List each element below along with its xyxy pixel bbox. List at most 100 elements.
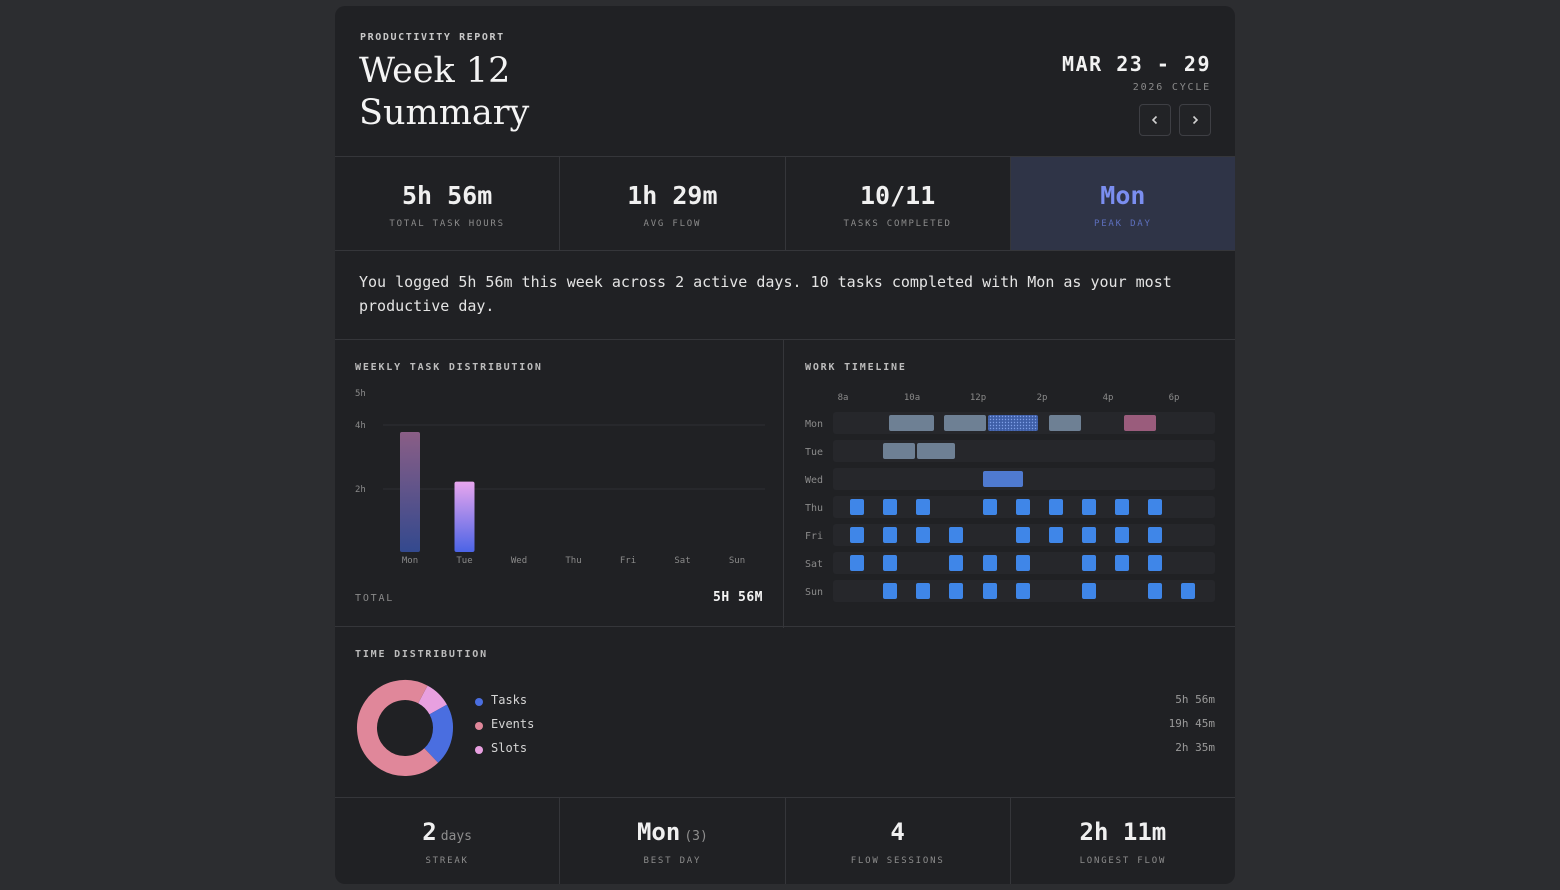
next-week-button[interactable] (1179, 104, 1211, 136)
hour-label: 2p (1037, 393, 1048, 403)
legend-dot (475, 722, 483, 730)
stat-label: BEST DAY (643, 856, 702, 866)
timeline-block (1049, 415, 1081, 431)
hour-label: 10a (904, 393, 920, 403)
distribution-legend: Tasks 5h 56m Events 19h 45m Slots 2h 35m (475, 691, 1215, 763)
timeline-row (833, 468, 1215, 490)
day-label: Thu (805, 503, 823, 514)
x-tick-label: Fri (620, 556, 636, 566)
stat-label: TASKS COMPLETED (843, 219, 952, 229)
previous-week-button[interactable] (1139, 104, 1171, 136)
stat-streak: 2 days STREAK (335, 798, 561, 884)
stat-number: 2 (422, 818, 437, 846)
timeline-session (983, 583, 997, 599)
timeline-session (949, 527, 963, 543)
hour-label: 8a (838, 393, 849, 403)
bottom-stats-row: 2 days STREAK Mon (3) BEST DAY 4 FLOW SESS… (335, 798, 1235, 884)
timeline-session (850, 555, 864, 571)
legend-item-slots: Slots 2h 35m (475, 739, 1215, 763)
day-label: Mon (805, 419, 823, 430)
summary-text: You logged 5h 56m this week across 2 act… (359, 273, 1172, 315)
cycle-label: 2026 CYCLE (1132, 82, 1211, 93)
bar-tue (454, 481, 475, 552)
y-tick-label: 2h (355, 485, 366, 495)
timeline-block (988, 415, 1038, 431)
timeline-session (949, 583, 963, 599)
stat-value: 10/11 (859, 181, 936, 210)
report-card: PRODUCTIVITY REPORT Week 12 Summary MAR … (335, 6, 1235, 884)
timeline-block (889, 415, 934, 431)
timeline-session (1115, 555, 1129, 571)
report-header: PRODUCTIVITY REPORT Week 12 Summary MAR … (335, 6, 1235, 156)
stat-avg-flow: 1h 29m AVG FLOW (560, 157, 786, 250)
legend-dot (475, 746, 483, 754)
legend-dot (475, 698, 483, 706)
time-distribution-donut (357, 680, 453, 776)
timeline-session (850, 527, 864, 543)
legend-name: Events (491, 717, 535, 731)
donut-slice-tasks (423, 704, 453, 763)
stat-value: 1h 29m (627, 181, 718, 210)
stat-unit: (3) (684, 829, 708, 844)
stat-unit: days (440, 829, 472, 844)
stat-tasks-completed: 10/11 TASKS COMPLETED (786, 157, 1011, 250)
legend-item-events: Events 19h 45m (475, 715, 1215, 739)
legend-item-tasks: Tasks 5h 56m (475, 691, 1215, 715)
stat-value: 2 days (335, 818, 559, 846)
timeline-session (883, 527, 897, 543)
stat-value: 5h 56m (401, 181, 493, 210)
timeline-session (916, 583, 930, 599)
timeline-session (983, 555, 997, 571)
y-tick-label: 5h (355, 389, 366, 399)
timeline-session (1049, 527, 1063, 543)
time-distribution-title: TIME DISTRIBUTION (355, 649, 488, 660)
timeline-session (1016, 527, 1030, 543)
time-distribution-section: TIME DISTRIBUTION Tasks 5h 56m Events 19… (335, 627, 1235, 798)
stat-label: TOTAL TASK HOURS (389, 219, 505, 229)
stat-total-task-hours: 5h 56m TOTAL TASK HOURS (335, 157, 561, 250)
page-title: Week 12 Summary (359, 51, 530, 133)
donut-slice-events (357, 680, 439, 776)
total-label: TOTAL (355, 593, 395, 604)
timeline-block (1124, 415, 1156, 431)
hour-label: 12p (970, 393, 986, 403)
timeline-session (883, 555, 897, 571)
legend-name: Slots (491, 741, 528, 755)
stat-value: 2h 11m (1011, 818, 1235, 846)
day-label: Sun (805, 587, 823, 598)
timeline-session (1181, 583, 1195, 599)
x-tick-label: Thu (565, 556, 581, 566)
weekly-distribution-panel: WEEKLY TASK DISTRIBUTION 5h 4h 2h Mon Tue Wed… (335, 340, 784, 628)
stat-value: Mon (1100, 181, 1146, 210)
timeline-block (944, 415, 986, 431)
timeline-session (1016, 555, 1030, 571)
timeline-session (1148, 583, 1162, 599)
timeline-session (916, 527, 930, 543)
timeline-session (949, 555, 963, 571)
stat-flow-sessions: 4 FLOW SESSIONS (786, 798, 1011, 884)
stat-value: 4 (786, 818, 1010, 846)
day-label: Tue (805, 447, 823, 458)
x-tick-label: Sat (674, 556, 690, 566)
day-label: Fri (805, 531, 823, 542)
weekly-bar-chart: 5h 4h 2h Mon Tue Wed Thu Fri Sat Sun (355, 389, 765, 566)
legend-value: 2h 35m (1175, 741, 1215, 754)
timeline-block (917, 443, 955, 459)
timeline-session (1115, 527, 1129, 543)
stat-value: Mon (3) (560, 818, 784, 846)
timeline-session (883, 499, 897, 515)
timeline-session (1148, 499, 1162, 515)
chevron-right-icon (1192, 115, 1199, 125)
timeline-session (1082, 499, 1096, 515)
timeline-session (1082, 555, 1096, 571)
stat-label: PEAK DAY (1094, 219, 1152, 229)
x-tick-label: Wed (511, 556, 527, 566)
donut-slice-slots (417, 685, 447, 715)
x-tick-label: Sun (729, 556, 745, 566)
timeline-block (883, 443, 915, 459)
timeline-session (850, 499, 864, 515)
timeline-session (1148, 555, 1162, 571)
stat-number: Mon (636, 818, 681, 846)
timeline-session (883, 583, 897, 599)
charts-section: WEEKLY TASK DISTRIBUTION 5h 4h 2h Mon Tue Wed… (335, 339, 1235, 628)
